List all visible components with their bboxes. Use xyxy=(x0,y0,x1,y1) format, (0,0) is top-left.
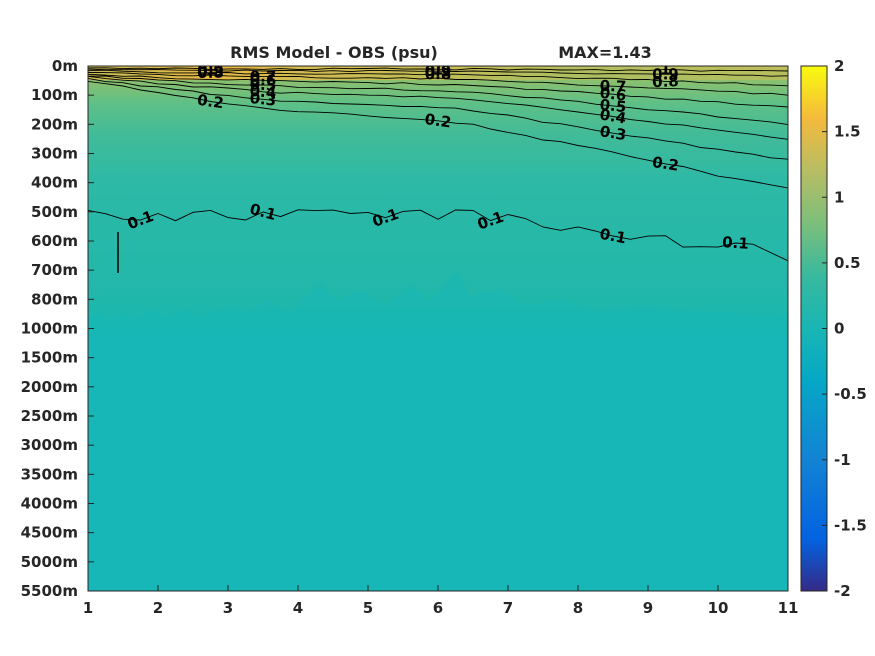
plot-area: 0.1 0.1 0.1 0.10.1 0.10.20.20.20.30.30.40.40… xyxy=(88,60,788,591)
contour-label: 1 xyxy=(432,60,443,78)
y-axis: 0m 100m 200m 300m 400m 500m 600m 700m 800m 1000m 1… xyxy=(21,57,94,600)
x-tick-label: 4 xyxy=(293,599,303,617)
y-tick-label: 1500m xyxy=(21,349,78,367)
contour-label: 0.5 xyxy=(599,96,627,117)
chart-title: RMS Model - OBS (psu) xyxy=(230,43,438,62)
contour-line xyxy=(88,75,788,126)
contour-line xyxy=(88,209,788,262)
y-tick-label: 300m xyxy=(31,145,78,163)
contour-label: 0.8 xyxy=(652,72,679,91)
colorbar-tick-label: 1.5 xyxy=(834,123,861,141)
y-tick-label: 2000m xyxy=(21,378,78,396)
contour-label: 0.4 xyxy=(598,105,627,127)
colorbar-tick-label: -1 xyxy=(834,451,851,469)
colorbar-tick-label: 1 xyxy=(834,188,844,206)
contour-label: 0.5 xyxy=(249,75,276,94)
contour-label: 0.3 xyxy=(598,122,627,144)
colorbar-tick-label: 2 xyxy=(834,57,844,75)
contour-label: 0.6 xyxy=(250,71,277,90)
colorbar-axis: 2 1.5 1 0.5 0 -0.5 -1 -1.5 -2 xyxy=(822,57,867,600)
y-tick-label: 800m xyxy=(31,290,78,308)
contour-label: 0.9 xyxy=(197,61,224,80)
contour-label: 0.6 xyxy=(599,84,628,105)
contour-label: 1 xyxy=(205,60,216,78)
y-tick-label: 4000m xyxy=(21,495,78,513)
x-tick-label: 2 xyxy=(153,599,163,617)
x-tick-label: 3 xyxy=(223,599,233,617)
y-tick-label: 600m xyxy=(31,232,78,250)
contour-label: 0.7 xyxy=(250,68,277,86)
contour-label: 0.1 xyxy=(598,225,627,248)
y-tick-label: 100m xyxy=(31,86,78,104)
chart-max-label: MAX=1.43 xyxy=(558,43,652,62)
contour-label: 0.8 xyxy=(425,65,452,83)
heatmap-field xyxy=(88,66,788,591)
contour-line xyxy=(88,72,788,96)
x-axis: 1 2 3 4 5 6 7 8 9 10 11 xyxy=(83,585,799,617)
contour-line xyxy=(88,68,788,77)
contour-line xyxy=(88,69,788,87)
colorbar-tick-label: 0 xyxy=(834,320,844,338)
contour-line xyxy=(88,80,788,189)
y-tick-label: 3000m xyxy=(21,436,78,454)
y-tick-label: 3500m xyxy=(21,465,78,483)
x-tick-label: 11 xyxy=(778,599,799,617)
contour-label: 0.2 xyxy=(651,153,680,175)
y-tick-label: 500m xyxy=(31,203,78,221)
contour-line xyxy=(88,67,788,72)
contour-label: 0.1 xyxy=(722,233,750,253)
y-tick-label: 2500m xyxy=(21,407,78,425)
x-tick-label: 5 xyxy=(363,599,373,617)
x-tick-label: 1 xyxy=(83,599,93,617)
contour-label: 1 xyxy=(660,60,671,78)
x-tick-label: 9 xyxy=(643,599,653,617)
contour-line xyxy=(88,77,788,160)
contour-labels: 0.1 0.1 0.1 0.10.1 0.10.20.20.20.30.30.40.40… xyxy=(125,60,750,253)
contour-label: 0.9 xyxy=(652,65,679,83)
contour-label: 0.9 xyxy=(425,62,452,81)
y-tick-label: 0m xyxy=(52,57,78,75)
y-tick-label: 4500m xyxy=(21,524,78,542)
y-tick-label: 200m xyxy=(31,115,78,133)
colorbar-tick-label: -2 xyxy=(834,582,851,600)
x-tick-label: 7 xyxy=(503,599,513,617)
contour-line xyxy=(88,73,788,108)
contour-label: 0.8 xyxy=(197,64,224,82)
y-tick-label: 5500m xyxy=(21,582,78,600)
x-tick-label: 6 xyxy=(433,599,443,617)
contour-label: 0.2 xyxy=(196,91,225,112)
colorbar-tick-label: 0.5 xyxy=(834,254,861,272)
y-tick-label: 5000m xyxy=(21,553,78,571)
deep-transition-band xyxy=(88,270,788,591)
y-tick-label: 700m xyxy=(31,261,78,279)
x-tick-label: 8 xyxy=(573,599,583,617)
contour-label: 0.3 xyxy=(249,89,277,110)
contour-lines xyxy=(88,67,788,262)
contour-label: 0.4 xyxy=(249,82,277,102)
contour-line xyxy=(88,75,788,140)
colorbar-tick-label: -0.5 xyxy=(834,385,867,403)
x-tick-label: 10 xyxy=(708,599,729,617)
y-tick-label: 1000m xyxy=(21,320,78,338)
contour-label: 0.7 xyxy=(599,77,626,96)
contour-label: 0.2 xyxy=(424,110,453,131)
y-tick-label: 400m xyxy=(31,174,78,192)
colorbar-tick-label: -1.5 xyxy=(834,516,867,534)
